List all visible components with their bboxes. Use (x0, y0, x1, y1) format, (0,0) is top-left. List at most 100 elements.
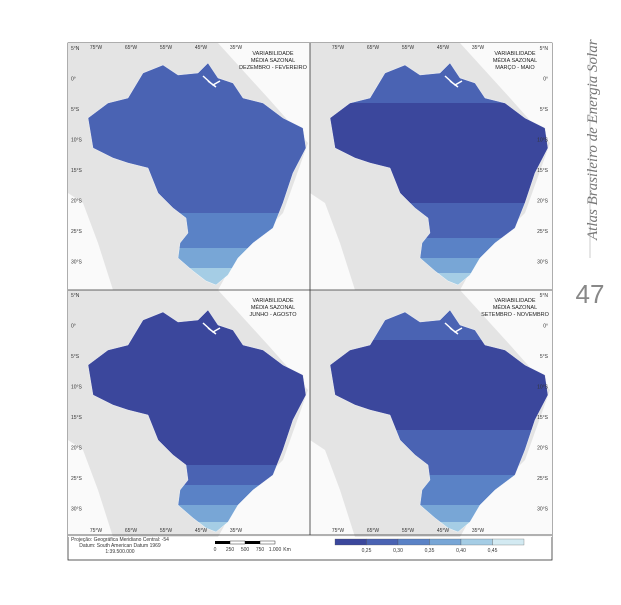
legend-swatch (492, 538, 525, 546)
side-title: Atlas Brasileiro de Energia Solar (585, 39, 601, 241)
latitude-label: 15°S (71, 415, 83, 421)
latitude-label: 5°S (71, 354, 80, 360)
latitude-label: 5°S (540, 107, 549, 113)
ocean (310, 440, 355, 537)
river (444, 322, 463, 335)
river (444, 75, 463, 88)
panel-title: JUNHO - AGOSTO (250, 312, 298, 318)
longitude-label: 75°W (90, 45, 103, 51)
panel-title: VARIABILIDADE (252, 51, 293, 57)
latitude-label: 5°S (71, 107, 80, 113)
longitude-label: 45°W (437, 45, 450, 51)
legend-swatch (397, 538, 430, 546)
panel-title: MARÇO - MAIO (495, 65, 535, 71)
latitude-label: 25°S (537, 229, 549, 235)
longitude-label: 35°W (230, 45, 243, 51)
river (202, 75, 221, 88)
ocean (310, 193, 355, 290)
scale: 1:39.500.000 (105, 549, 134, 555)
latitude-label: 30°S (537, 260, 549, 266)
panel-title: MÉDIA SAZONAL (493, 304, 537, 311)
latitude-label: 20°S (537, 199, 549, 205)
latitude-label: 0° (71, 324, 76, 330)
panel-title: DEZEMBRO - FEVEREIRO (239, 65, 308, 71)
ocean (460, 290, 552, 537)
latitude-label: 5°S (540, 354, 549, 360)
longitude-label: 75°W (90, 528, 103, 534)
panel-title: MÉDIA SAZONAL (251, 304, 295, 311)
longitude-label: 35°W (472, 528, 485, 534)
panel-title: MÉDIA SAZONAL (493, 57, 537, 64)
longitude-label: 65°W (125, 528, 138, 534)
latitude-label: 20°S (71, 446, 83, 452)
legend: 0,25 0,30 0,35 0,40 0,45 (334, 538, 525, 554)
datum: Datum: South American Datum 1969 (79, 543, 161, 549)
scale-bar (215, 540, 276, 545)
ocean (460, 43, 552, 290)
legend-swatch (334, 538, 367, 546)
scale-label: 250 (226, 547, 235, 553)
scale-label: 1.000 (269, 547, 282, 553)
longitude-label: 45°W (195, 528, 208, 534)
legend-label: 0,45 (488, 548, 498, 554)
ocean (218, 290, 310, 537)
longitude-label: 45°W (195, 45, 208, 51)
legend-label: 0,30 (393, 548, 403, 554)
river (202, 322, 221, 335)
latitude-label: 5°N (71, 293, 80, 299)
ocean (68, 193, 113, 290)
latitude-label: 10°S (537, 385, 549, 391)
panel-title: MÉDIA SAZONAL (251, 57, 295, 64)
scale-label: 750 (256, 547, 265, 553)
latitude-label: 25°S (71, 229, 83, 235)
latitude-label: 30°S (71, 260, 83, 266)
scale-label: 0 (214, 547, 217, 553)
legend-swatch (366, 538, 399, 546)
longitude-label: 65°W (367, 528, 380, 534)
latitude-label: 0° (543, 77, 548, 83)
longitude-label: 55°W (160, 528, 173, 534)
longitude-label: 35°W (230, 528, 243, 534)
page-number: 47 (576, 279, 605, 309)
latitude-label: 10°S (71, 385, 83, 391)
longitude-label: 35°W (472, 45, 485, 51)
scale-label: Km (283, 547, 291, 553)
scale-label: 500 (241, 547, 250, 553)
longitude-label: 55°W (402, 45, 415, 51)
longitude-label: 75°W (332, 528, 345, 534)
legend-label: 0,40 (456, 548, 466, 554)
ocean (68, 440, 113, 537)
panel-title: VARIABILIDADE (494, 298, 535, 304)
longitude-label: 65°W (367, 45, 380, 51)
latitude-label: 0° (543, 324, 548, 330)
latitude-label: 30°S (537, 507, 549, 513)
latitude-label: 30°S (71, 507, 83, 513)
legend-swatch (460, 538, 493, 546)
legend-label: 0,35 (425, 548, 435, 554)
latitude-label: 20°S (71, 199, 83, 205)
longitude-label: 55°W (402, 528, 415, 534)
latitude-label: 15°S (537, 168, 549, 174)
longitude-label: 55°W (160, 45, 173, 51)
longitude-label: 65°W (125, 45, 138, 51)
panel-title: VARIABILIDADE (494, 51, 535, 57)
latitude-label: 10°S (71, 138, 83, 144)
latitude-label: 15°S (537, 415, 549, 421)
legend-label: 0,25 (362, 548, 372, 554)
longitude-label: 75°W (332, 45, 345, 51)
legend-swatch (429, 538, 462, 546)
latitude-label: 0° (71, 77, 76, 83)
latitude-label: 5°N (540, 46, 549, 52)
panel-title: VARIABILIDADE (252, 298, 293, 304)
longitude-label: 45°W (437, 528, 450, 534)
latitude-label: 5°N (540, 293, 549, 299)
ocean (218, 43, 310, 290)
latitude-label: 15°S (71, 168, 83, 174)
latitude-label: 20°S (537, 446, 549, 452)
panel-title: SETEMBRO - NOVEMBRO (481, 312, 550, 318)
